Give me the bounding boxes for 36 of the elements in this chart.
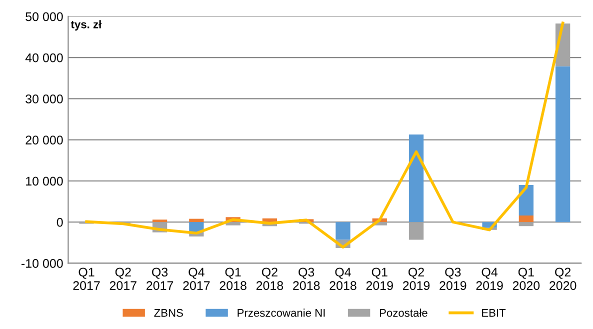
bar — [226, 222, 240, 226]
y-tick-label: 30 000 — [26, 94, 63, 104]
y-tick-label: 20 000 — [26, 136, 63, 144]
x-tick-label: Q1 2020 — [512, 268, 540, 290]
x-tick-label: Q1 2019 — [366, 268, 393, 290]
bar — [408, 134, 424, 222]
y-tick-label: 50 000 — [26, 12, 63, 22]
legend-label: EBIT — [482, 309, 506, 317]
x-tick-label: Q4 2017 — [183, 268, 210, 290]
x-tick-label: Q1 2018 — [220, 268, 246, 290]
x-tick-label: Q3 2019 — [440, 268, 466, 290]
x-tick-label: Q3 2018 — [293, 268, 320, 290]
y-tick-label: -10 000 — [22, 259, 63, 268]
bar — [518, 215, 534, 222]
legend-label: ZBNS — [154, 308, 183, 317]
legend-label: Pozostałe — [380, 308, 428, 317]
x-tick-label: Q2 2018 — [256, 268, 284, 290]
x-tick-label: Q1 2017 — [73, 268, 100, 290]
bar — [336, 222, 350, 240]
y-tick-label: 10 000 — [26, 176, 63, 186]
x-tick-label: Q2 2017 — [110, 268, 136, 290]
bar — [518, 185, 534, 216]
legend-label: Przeszcowanie NI — [238, 308, 325, 317]
y-tick-label: 0 — [56, 218, 63, 227]
x-tick-label: Q4 2018 — [330, 268, 356, 290]
x-tick-label: Q3 2017 — [146, 268, 174, 290]
bar — [408, 222, 424, 240]
bar — [189, 218, 204, 222]
y-axis-title: tys. zł — [70, 20, 102, 31]
y-tick-label: 40 000 — [25, 53, 63, 62]
bar — [152, 220, 168, 222]
x-tick-label: Q2 2020 — [550, 268, 576, 290]
x-tick-label: Q4 2019 — [476, 268, 503, 290]
x-tick-label: Q2 2019 — [402, 268, 430, 290]
bar — [555, 66, 570, 222]
bar — [518, 222, 534, 226]
